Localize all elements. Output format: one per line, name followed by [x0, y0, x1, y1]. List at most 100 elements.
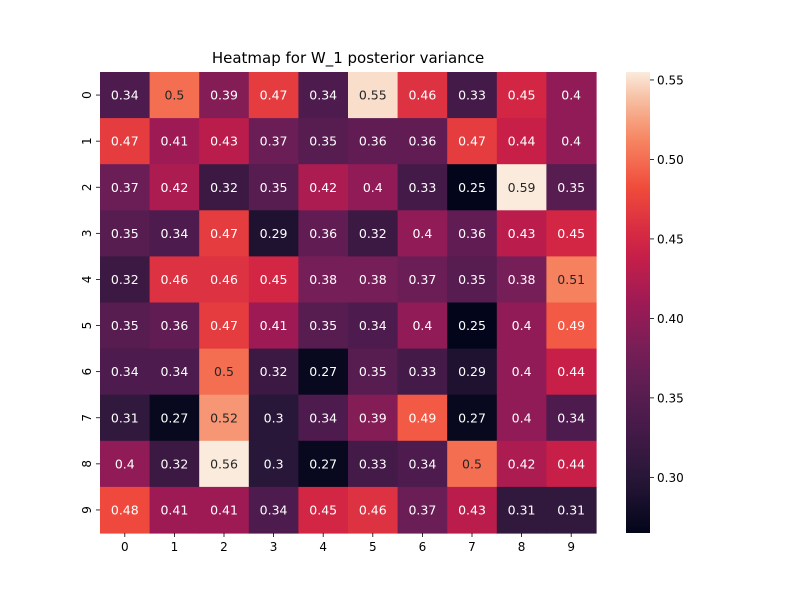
cell-value-label: 0.47 [210, 318, 238, 333]
x-tick-label: 5 [369, 540, 377, 554]
cell-value-label: 0.4 [561, 134, 581, 149]
cell-value-label: 0.46 [408, 88, 436, 103]
cell-value-label: 0.45 [557, 226, 585, 241]
cell-value-label: 0.41 [260, 318, 288, 333]
x-axis: 0 1 2 3 4 5 6 7 8 9 [121, 533, 575, 554]
heatmap-cell [199, 210, 250, 257]
heatmap-cell [248, 118, 299, 165]
cell-value-label: 0.45 [508, 88, 536, 103]
heatmap-cell [348, 164, 399, 211]
heatmap-cell [397, 486, 448, 534]
x-tick-label: 7 [468, 540, 476, 554]
heatmap-cell [149, 486, 200, 534]
heatmap-cell [100, 118, 151, 165]
cell-value-label: 0.25 [458, 318, 486, 333]
heatmap-cell [298, 256, 349, 304]
heatmap-cell [496, 394, 547, 442]
heatmap-cell [397, 164, 448, 211]
heatmap-cells [100, 72, 597, 534]
heatmap-cell [199, 440, 250, 488]
colorbar-tick-label: 0.35 [657, 391, 684, 405]
heatmap-cell [397, 118, 448, 165]
heatmap-cell [496, 118, 547, 165]
y-tick-label: 0 [80, 91, 94, 99]
heatmap-cell [149, 210, 200, 257]
heatmap-cell [100, 440, 151, 488]
cell-value-label: 0.35 [359, 364, 387, 379]
cell-value-label: 0.34 [557, 410, 585, 425]
heatmap-cell [100, 256, 151, 304]
heatmap-cell [496, 164, 547, 211]
cell-value-label: 0.34 [408, 456, 436, 471]
cell-value-label: 0.36 [359, 134, 387, 149]
heatmap-cell [447, 440, 498, 488]
heatmap-cell [100, 72, 151, 119]
y-tick-label: 1 [80, 137, 94, 145]
heatmap-cell [447, 72, 498, 119]
heatmap-cell [348, 394, 399, 442]
heatmap-cell [149, 164, 200, 211]
heatmap-cell [496, 348, 547, 396]
heatmap-cell [348, 486, 399, 534]
heatmap-cell [199, 256, 250, 304]
heatmap-cell [496, 256, 547, 304]
cell-value-label: 0.46 [160, 272, 188, 287]
cell-value-label: 0.38 [309, 272, 337, 287]
heatmap-cell [397, 72, 448, 119]
cell-value-label: 0.33 [458, 88, 486, 103]
cell-value-label: 0.34 [359, 318, 387, 333]
cell-value-label: 0.47 [260, 88, 288, 103]
cell-value-label: 0.46 [359, 502, 387, 517]
colorbar-tick-label: 0.40 [657, 312, 684, 326]
y-tick-label: 3 [80, 230, 94, 238]
heatmap-cell [496, 302, 547, 350]
cell-value-label: 0.42 [508, 456, 536, 471]
heatmap-cell [546, 302, 597, 350]
heatmap-cell [100, 164, 151, 211]
colorbar-tick-label: 0.45 [657, 232, 684, 246]
heatmap-cell [546, 118, 597, 165]
cell-value-label: 0.31 [557, 502, 585, 517]
cell-value-label: 0.4 [412, 226, 432, 241]
x-tick-label: 8 [518, 540, 526, 554]
cell-value-label: 0.42 [160, 180, 188, 195]
heatmap-cell [546, 348, 597, 396]
cell-value-label: 0.32 [111, 272, 139, 287]
heatmap-cell [546, 164, 597, 211]
cell-value-label: 0.39 [359, 410, 387, 425]
x-tick-label: 9 [567, 540, 575, 554]
cell-value-label: 0.31 [508, 502, 536, 517]
heatmap-cell [248, 256, 299, 304]
heatmap-cell [100, 302, 151, 350]
y-tick-label: 8 [80, 460, 94, 468]
heatmap-cell [298, 348, 349, 396]
heatmap-cell [248, 210, 299, 257]
cell-value-label: 0.32 [160, 456, 188, 471]
heatmap-cell [298, 302, 349, 350]
heatmap-cell [496, 210, 547, 257]
cell-value-label: 0.41 [160, 502, 188, 517]
cell-value-label: 0.44 [557, 364, 585, 379]
colorbar-tick-label: 0.55 [657, 73, 684, 87]
cell-value-label: 0.3 [264, 410, 284, 425]
cell-value-label: 0.35 [260, 180, 288, 195]
cell-value-label: 0.34 [160, 364, 188, 379]
colorbar-tick-label: 0.30 [657, 471, 684, 485]
cell-value-label: 0.34 [309, 88, 337, 103]
cell-value-labels: 0.34 0.5 0.39 0.47 0.34 0.55 0.46 0.33 0.45 0.4 0.… [111, 88, 585, 518]
cell-value-label: 0.43 [210, 134, 238, 149]
x-tick-label: 4 [319, 540, 327, 554]
cell-value-label: 0.31 [111, 410, 139, 425]
cell-value-label: 0.55 [359, 88, 387, 103]
heatmap-cell [248, 394, 299, 442]
cell-value-label: 0.5 [214, 364, 234, 379]
x-tick-label: 6 [419, 540, 427, 554]
cell-value-label: 0.32 [210, 180, 238, 195]
cell-value-label: 0.44 [557, 456, 585, 471]
x-tick-label: 0 [121, 540, 129, 554]
cell-value-label: 0.27 [458, 410, 486, 425]
heatmap-cell [149, 256, 200, 304]
heatmap-cell [447, 210, 498, 257]
cell-value-label: 0.37 [408, 272, 436, 287]
cell-value-label: 0.45 [260, 272, 288, 287]
